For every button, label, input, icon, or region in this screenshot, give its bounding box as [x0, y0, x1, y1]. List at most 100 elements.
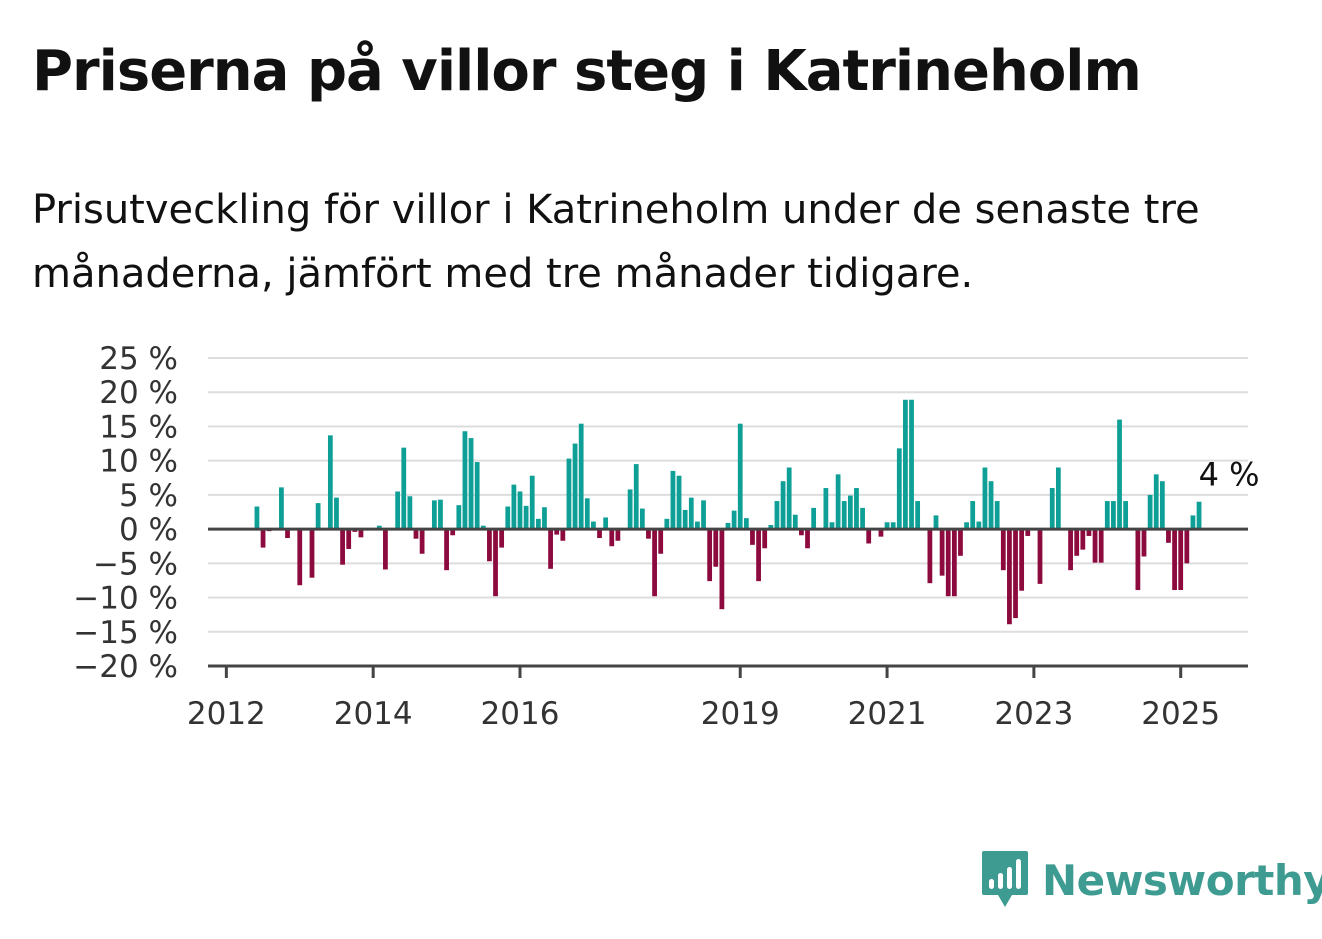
- bar: [1117, 419, 1122, 530]
- bar: [297, 529, 303, 586]
- bar: [1019, 529, 1025, 591]
- bar: [554, 529, 560, 535]
- bar: [805, 529, 810, 549]
- bar: [260, 529, 266, 548]
- x-tick-label: 2021: [848, 696, 927, 732]
- bar: [860, 507, 865, 530]
- bar: [1184, 529, 1190, 564]
- bar: [1104, 501, 1110, 530]
- bar: [383, 529, 388, 570]
- bar: [438, 499, 443, 530]
- bar: [982, 467, 988, 530]
- axes: [208, 527, 1248, 678]
- newsworthy-logo-icon: [982, 851, 1028, 907]
- y-tick-label: 20 %: [99, 375, 178, 411]
- bar: [1055, 467, 1061, 530]
- bar: [413, 529, 419, 539]
- bar: [346, 529, 352, 549]
- bar: [915, 501, 921, 530]
- bar: [309, 529, 315, 578]
- bar: [701, 500, 706, 530]
- bar: [474, 462, 480, 530]
- bar: [407, 496, 413, 530]
- bar: [462, 431, 468, 530]
- bar: [505, 506, 511, 530]
- page-subtitle: Prisutveckling för villor i Katrineholm …: [32, 187, 1200, 297]
- bar: [719, 529, 725, 610]
- y-tick-label: −15 %: [73, 615, 178, 651]
- bar: [395, 491, 401, 530]
- bar: [487, 529, 492, 562]
- bar: [572, 443, 578, 530]
- bar: [334, 497, 339, 530]
- bar: [695, 521, 700, 530]
- bar: [676, 475, 682, 530]
- bar: [493, 529, 498, 597]
- bar: [566, 458, 572, 530]
- bar: [970, 501, 976, 530]
- bar: [792, 514, 798, 530]
- bar: [1153, 474, 1159, 530]
- bar: [713, 529, 719, 567]
- bar: [1086, 529, 1092, 536]
- bar: [358, 529, 364, 538]
- bar: [1166, 529, 1171, 543]
- y-axis-labels: 25 %20 %15 %10 %5 %0 %−5 %−10 %−15 %−20 …: [73, 341, 178, 685]
- bar: [854, 488, 859, 530]
- y-tick-label: 15 %: [99, 409, 178, 445]
- bar: [799, 529, 804, 536]
- bar: [988, 481, 994, 530]
- bar: [731, 510, 737, 530]
- bar: [1092, 529, 1098, 563]
- bar: [591, 521, 596, 530]
- bar: [468, 438, 474, 530]
- brand-logo: Newsworthy: [980, 848, 1322, 912]
- bar: [933, 515, 939, 530]
- page-title: Priserna på villor steg i Katrineholm: [32, 39, 1142, 104]
- bar: [480, 525, 486, 530]
- bar: [737, 423, 743, 530]
- bar: [1123, 501, 1129, 530]
- bar: [1000, 529, 1006, 571]
- bar: [548, 529, 553, 569]
- bar: [780, 481, 786, 530]
- bar: [756, 529, 761, 582]
- bar: [829, 522, 835, 530]
- x-tick-label: 2014: [334, 696, 413, 732]
- bar: [835, 474, 841, 530]
- bar: [890, 522, 896, 530]
- bar: [1013, 529, 1018, 619]
- bar: [456, 505, 462, 530]
- bar: [327, 435, 333, 530]
- y-tick-label: −20 %: [73, 649, 178, 685]
- bar: [866, 529, 872, 544]
- bar: [658, 529, 664, 554]
- y-tick-label: 0 %: [119, 512, 178, 548]
- bar: [609, 529, 615, 547]
- bar: [652, 529, 657, 597]
- bar: [768, 525, 774, 530]
- bar: [1074, 529, 1080, 556]
- bar: [1147, 494, 1153, 530]
- bar: [786, 467, 792, 530]
- bar: [1190, 515, 1196, 530]
- bar: [1037, 529, 1043, 584]
- bar: [615, 529, 621, 541]
- bar: [639, 508, 645, 530]
- bar: [841, 501, 847, 530]
- bar: [762, 529, 768, 549]
- brand-name: Newsworthy: [1042, 855, 1322, 905]
- bar: [884, 522, 890, 530]
- bar: [878, 529, 884, 537]
- bar: [750, 529, 755, 545]
- bar: [315, 503, 321, 530]
- bar: [1049, 488, 1055, 530]
- bar: [529, 475, 535, 530]
- y-tick-label: 25 %: [99, 341, 178, 377]
- bar: [517, 491, 523, 530]
- y-tick-label: −5 %: [93, 546, 178, 582]
- bar: [401, 447, 407, 530]
- bar: [1135, 529, 1141, 591]
- bar: [1068, 529, 1073, 571]
- bar: [994, 501, 1000, 530]
